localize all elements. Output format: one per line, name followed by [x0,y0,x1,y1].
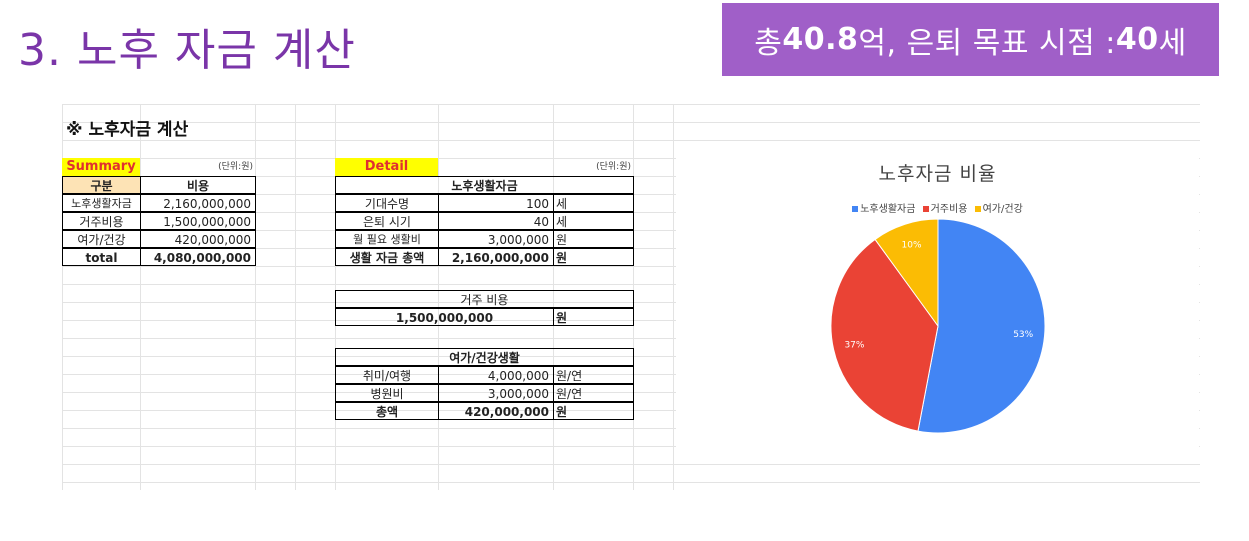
living-title: 노후생활자금 [335,176,634,194]
summary-row-name: 거주비용 [62,212,141,230]
summary-header-cost: 비용 [140,176,256,194]
living-total-name: 생활 자금 총액 [335,248,439,266]
living-row-unit: 세 [553,212,634,230]
summary-row-value: 420,000,000 [140,230,256,248]
leisure-total-value: 420,000,000 [438,402,554,420]
pie-slice-1 [917,218,1046,434]
detail-unit: (단위:원) [596,162,631,172]
summary-total-label: total [62,248,141,266]
living-row-unit: 세 [553,194,634,212]
legend-item: 노후생활자금 [852,204,915,215]
housing-unit: 원 [553,308,634,326]
summary-label: Summary [62,158,140,176]
leisure-title: 여가/건강생활 [335,348,634,366]
living-row-value: 3,000,000 [438,230,554,248]
leisure-row-unit: 원/연 [553,366,634,384]
summary-row-value: 2,160,000,000 [140,194,256,212]
leisure-row-value: 3,000,000 [438,384,554,402]
summary-mid: 억, 은퇴 목표 시점 : [858,25,1116,61]
summary-suffix: 세 [1158,25,1187,61]
living-row-value: 40 [438,212,554,230]
living-row-value: 100 [438,194,554,212]
pie-chart: 노후자금 비율 노후생활자금 거주비용 여가/건강 53% 37% 10% [676,145,1199,447]
pie-label-2: 37% [844,341,864,351]
summary-total-value: 4,080,000,000 [140,248,256,266]
legend-swatch [922,206,929,212]
summary-header-category: 구분 [62,176,141,194]
pie-slice-2 [830,238,939,432]
detail-label: Detail [335,158,438,176]
living-row-name: 월 필요 생활비 [335,230,439,248]
legend-item: 거주비용 [922,204,968,215]
living-row-unit: 원 [553,230,634,248]
legend-swatch [974,206,981,212]
leisure-row-value: 4,000,000 [438,366,554,384]
legend-swatch [852,206,859,212]
leisure-row-name: 병원비 [335,384,439,402]
legend-label: 거주비용 [930,204,968,215]
summary-unit: (단위:원) [218,162,253,172]
leisure-row-name: 취미/여행 [335,366,439,384]
chart-title: 노후자금 비율 [878,163,997,185]
summary-row-value: 1,500,000,000 [140,212,256,230]
summary-banner: 총 40.8 억, 은퇴 목표 시점 : 40 세 [722,3,1219,76]
summary-row-name: 여가/건강 [62,230,141,248]
pie-svg: 53% 37% 10% [830,218,1046,434]
housing-value: 1,500,000,000 [335,308,554,326]
leisure-total-unit: 원 [553,402,634,420]
summary-row-name: 노후생활자금 [62,194,141,212]
leisure-row-unit: 원/연 [553,384,634,402]
pie-label-3: 10% [902,241,922,251]
legend-label: 노후생활자금 [860,204,916,215]
legend-label: 여가/건강 [982,204,1023,215]
pie-label-1: 53% [1013,330,1033,340]
pie-slice-3 [874,218,939,328]
leisure-total-name: 총액 [335,402,439,420]
living-row-name: 기대수명 [335,194,439,212]
housing-title: 거주 비용 [335,290,634,308]
sheet-title: ※ 노후자금 계산 [66,120,189,140]
chart-legend: 노후생활자금 거주비용 여가/건강 [676,200,1199,215]
slide-title: 3. 노후 자금 계산 [18,25,356,76]
legend-item: 여가/건강 [974,204,1023,215]
living-total-unit: 원 [553,248,634,266]
living-total-value: 2,160,000,000 [438,248,554,266]
summary-total: 40.8 [782,22,859,57]
summary-prefix: 총 [754,25,783,61]
living-row-name: 은퇴 시기 [335,212,439,230]
summary-age: 40 [1115,22,1159,57]
